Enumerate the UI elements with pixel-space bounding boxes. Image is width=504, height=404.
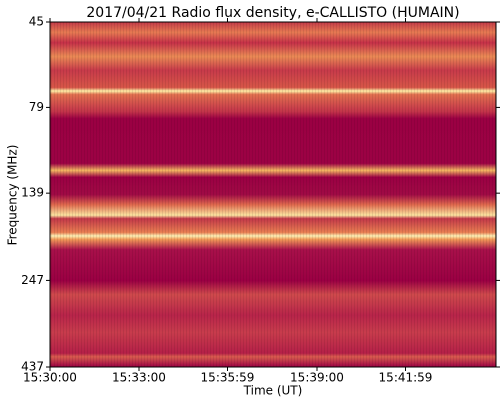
spectrogram-texture <box>50 22 496 367</box>
x-tick-label: 15:30:00 <box>23 371 77 385</box>
y-tick-label: 437 <box>21 360 44 374</box>
y-axis-label: Frequency (MHz) <box>6 145 20 246</box>
y-tick-label: 79 <box>29 100 44 114</box>
y-tick-label: 139 <box>21 186 44 200</box>
chart-title: 2017/04/21 Radio flux density, e-CALLIST… <box>86 5 459 21</box>
x-tick-label: 15:41:59 <box>379 371 433 385</box>
x-axis-label: Time (UT) <box>243 384 303 398</box>
x-tick-label: 15:33:00 <box>112 371 166 385</box>
x-tick-label: 15:35:59 <box>201 371 255 385</box>
y-tick-label: 45 <box>29 15 44 29</box>
y-tick-label: 247 <box>21 273 44 287</box>
plot-frame <box>49 21 497 368</box>
x-tick-label: 15:39:00 <box>290 371 344 385</box>
